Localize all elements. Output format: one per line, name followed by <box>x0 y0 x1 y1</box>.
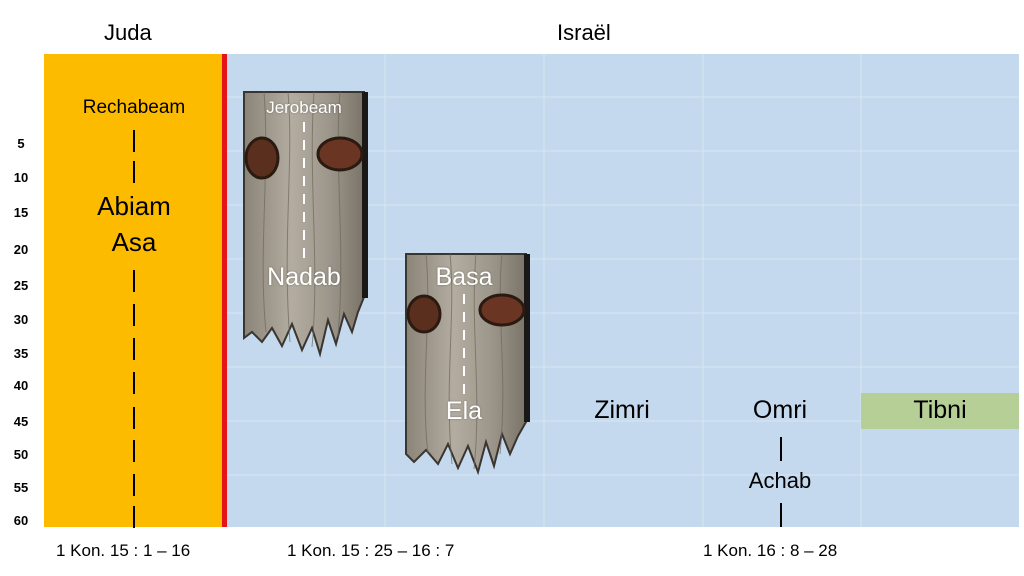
king-nadab: Nadab <box>267 263 341 291</box>
reference-judah: 1 Kon. 15 : 1 – 16 <box>56 541 191 560</box>
year-tick: 25 <box>13 278 29 293</box>
timeline-connector <box>133 270 135 292</box>
timeline-connector <box>133 440 135 462</box>
king-rechabeam: Rechabeam <box>82 97 186 118</box>
timeline-connector <box>780 503 782 527</box>
king-jerobeam: Jerobeam <box>266 98 342 117</box>
reference-israel-2: 1 Kon. 16 : 8 – 28 <box>703 541 838 560</box>
year-tick: 15 <box>13 205 29 220</box>
year-tick: 55 <box>13 480 29 495</box>
year-tick: 35 <box>13 346 29 361</box>
year-tick: 30 <box>13 312 29 327</box>
king-ela: Ela <box>445 397 483 425</box>
tibni-highlight <box>861 393 1019 429</box>
timeline-connector <box>133 338 135 360</box>
timeline-connector <box>133 474 135 496</box>
king-asa: Asa <box>111 227 157 257</box>
kingdom-divider-line <box>222 54 227 527</box>
king-abiam: Abiam <box>97 191 171 221</box>
wood-plank-jerobeam-dynasty <box>243 91 368 358</box>
timeline-connector <box>780 437 782 461</box>
wood-plank-basa-dynasty <box>405 253 530 476</box>
year-tick: 10 <box>13 170 29 185</box>
timeline-connector <box>133 407 135 429</box>
year-tick: 60 <box>13 513 29 528</box>
timeline-connector <box>133 130 135 152</box>
king-achab: Achab <box>748 468 812 493</box>
timeline-connector <box>133 161 135 183</box>
reference-israel-1: 1 Kon. 15 : 25 – 16 : 7 <box>287 541 455 560</box>
timeline-connector <box>133 304 135 326</box>
king-basa: Basa <box>435 263 493 291</box>
king-omri: Omri <box>752 396 808 424</box>
year-tick: 40 <box>13 378 29 393</box>
timeline-connector <box>133 506 135 528</box>
year-tick: 45 <box>13 414 29 429</box>
year-tick: 5 <box>17 136 25 151</box>
king-tibni: Tibni <box>913 396 967 424</box>
year-tick: 50 <box>13 447 29 462</box>
timeline-connector <box>133 372 135 394</box>
israel-header: Israël <box>557 20 611 45</box>
year-tick: 20 <box>13 242 29 257</box>
king-zimri: Zimri <box>594 396 650 424</box>
judah-header: Juda <box>104 20 152 45</box>
